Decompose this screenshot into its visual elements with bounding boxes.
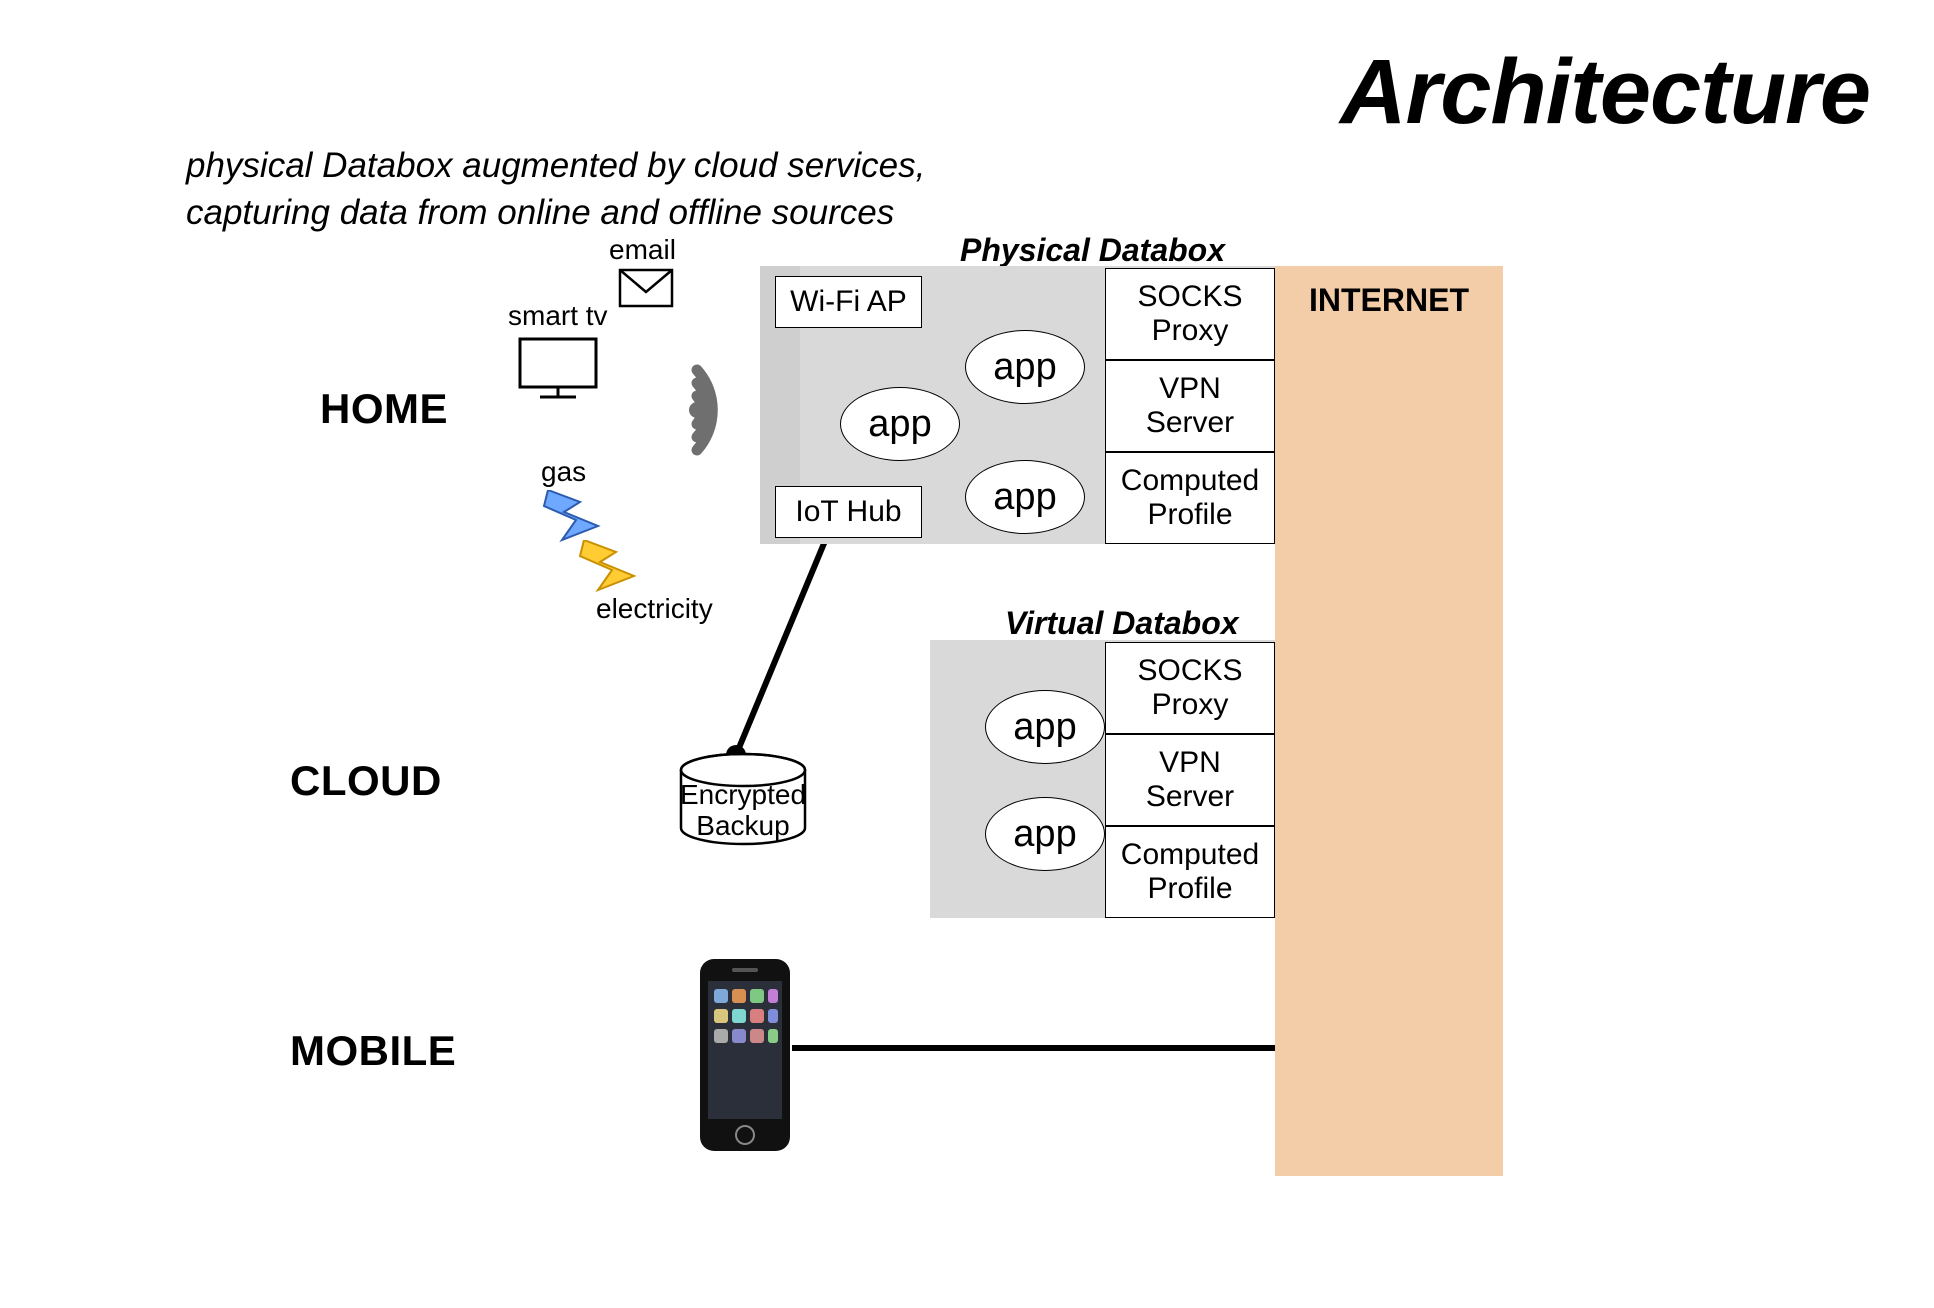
- row-label-cloud: CLOUD: [290, 757, 442, 805]
- service-label: VPN Server: [1146, 372, 1234, 441]
- app-label: app: [868, 403, 931, 446]
- smart-tv-label: smart tv: [508, 300, 608, 332]
- physical-app-ellipse: app: [965, 330, 1085, 404]
- wifi-ap-box: Wi-Fi AP: [775, 276, 922, 328]
- service-label: Computed Profile: [1121, 464, 1259, 533]
- app-label: app: [1013, 706, 1076, 749]
- vpn-server-box-v: VPN Server: [1105, 734, 1275, 826]
- backup-label: Encrypted Backup: [668, 780, 818, 842]
- wifi-ap-label: Wi-Fi AP: [790, 285, 907, 320]
- row-label-mobile: MOBILE: [290, 1027, 456, 1075]
- app-label: app: [993, 346, 1056, 389]
- internet-region: INTERNET: [1275, 266, 1503, 1176]
- virtual-app-ellipse: app: [985, 690, 1105, 764]
- service-label: VPN Server: [1146, 746, 1234, 815]
- iot-hub-label: IoT Hub: [795, 495, 901, 530]
- internet-label: INTERNET: [1275, 282, 1503, 319]
- computed-profile-box-v: Computed Profile: [1105, 826, 1275, 918]
- app-label: app: [1013, 813, 1076, 856]
- electricity-label: electricity: [596, 593, 713, 625]
- service-label: SOCKS Proxy: [1137, 280, 1242, 349]
- service-label: Computed Profile: [1121, 838, 1259, 907]
- email-label: email: [609, 234, 676, 266]
- tv-icon: [516, 335, 600, 405]
- physical-app-ellipse: app: [840, 387, 960, 461]
- computed-profile-box: Computed Profile: [1105, 452, 1275, 544]
- gas-bolt-icon: [540, 490, 610, 545]
- virtual-databox-title: Virtual Databox: [1005, 605, 1239, 642]
- row-label-home: HOME: [320, 385, 448, 433]
- app-label: app: [993, 476, 1056, 519]
- electricity-bolt-icon: [576, 540, 646, 595]
- email-icon: [618, 268, 674, 308]
- iot-hub-box: IoT Hub: [775, 486, 922, 538]
- virtual-app-ellipse: app: [985, 797, 1105, 871]
- gas-label: gas: [541, 456, 586, 488]
- socks-proxy-box: SOCKS Proxy: [1105, 268, 1275, 360]
- service-label: SOCKS Proxy: [1137, 654, 1242, 723]
- vpn-server-box: VPN Server: [1105, 360, 1275, 452]
- physical-app-ellipse: app: [965, 460, 1085, 534]
- smartphone-icon: [690, 955, 800, 1155]
- physical-databox-title: Physical Databox: [960, 232, 1225, 269]
- socks-proxy-box-v: SOCKS Proxy: [1105, 642, 1275, 734]
